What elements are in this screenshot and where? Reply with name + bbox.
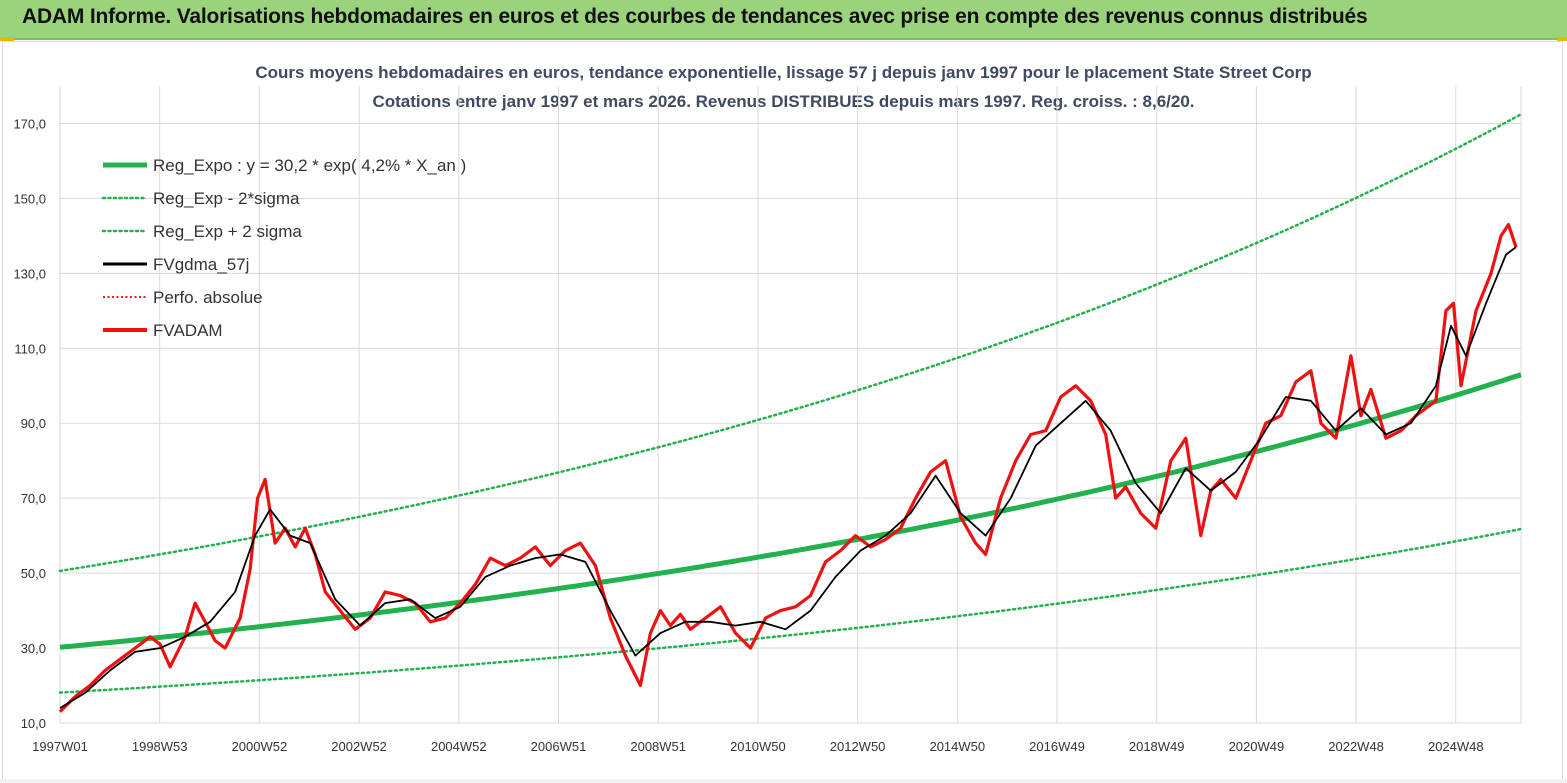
legend-label: FVADAM bbox=[153, 321, 223, 340]
x-tick-label: 2004W52 bbox=[431, 739, 487, 754]
legend-label: Reg_Exp + 2 sigma bbox=[153, 222, 302, 241]
y-tick-label: 90,0 bbox=[21, 416, 46, 431]
x-tick-label: 2002W52 bbox=[331, 739, 387, 754]
legend-label: Perfo. absolue bbox=[153, 288, 263, 307]
chart-title: Cours moyens hebdomadaires en euros, ten… bbox=[255, 63, 1312, 82]
y-tick-label: 70,0 bbox=[21, 491, 46, 506]
reg-minus-2sigma-line bbox=[58, 527, 1523, 694]
x-tick-label: 2022W48 bbox=[1328, 739, 1384, 754]
chart-subtitle: Cotations entre janv 1997 et mars 2026. … bbox=[372, 92, 1195, 111]
bottom-edge bbox=[0, 779, 1567, 783]
banner-accent-left bbox=[0, 37, 14, 41]
y-tick-label: 170,0 bbox=[13, 116, 46, 131]
y-tick-label: 130,0 bbox=[13, 266, 46, 281]
y-tick-label: 50,0 bbox=[21, 566, 46, 581]
report-banner: ADAM Informe. Valorisations hebdomadaire… bbox=[0, 0, 1567, 40]
reg-plus-2sigma-line bbox=[58, 113, 1523, 573]
x-tick-label: 2024W48 bbox=[1428, 739, 1484, 754]
x-tick-label: 2016W49 bbox=[1029, 739, 1085, 754]
y-tick-label: 110,0 bbox=[14, 341, 46, 356]
fvgdma-line bbox=[59, 246, 1517, 709]
x-tick-label: 2010W50 bbox=[730, 739, 786, 754]
banner-accent-right bbox=[1557, 37, 1567, 41]
legend-label: Reg_Exp - 2*sigma bbox=[153, 189, 300, 208]
reg-expo-line bbox=[59, 372, 1522, 650]
x-tick-label: 2000W52 bbox=[232, 739, 288, 754]
x-tick-label: 2014W50 bbox=[929, 739, 985, 754]
report-title: ADAM Informe. Valorisations hebdomadaire… bbox=[22, 5, 1368, 28]
fvadam-line bbox=[58, 223, 1518, 713]
x-tick-label: 2006W51 bbox=[531, 739, 587, 754]
y-tick-label: 150,0 bbox=[13, 191, 46, 206]
x-tick-label: 2020W49 bbox=[1229, 739, 1285, 754]
x-tick-label: 1997W01 bbox=[32, 739, 88, 754]
legend-label: FVgdma_57j bbox=[153, 255, 249, 274]
y-tick-label: 30,0 bbox=[21, 641, 46, 656]
y-tick-label: 10,0 bbox=[21, 716, 46, 731]
x-tick-label: 2012W50 bbox=[830, 739, 886, 754]
x-tick-label: 1998W53 bbox=[132, 739, 188, 754]
x-tick-label: 2018W49 bbox=[1129, 739, 1185, 754]
legend-label: Reg_Expo : y = 30,2 * exp( 4,2% * X_an ) bbox=[153, 156, 466, 175]
x-tick-label: 2008W51 bbox=[630, 739, 686, 754]
